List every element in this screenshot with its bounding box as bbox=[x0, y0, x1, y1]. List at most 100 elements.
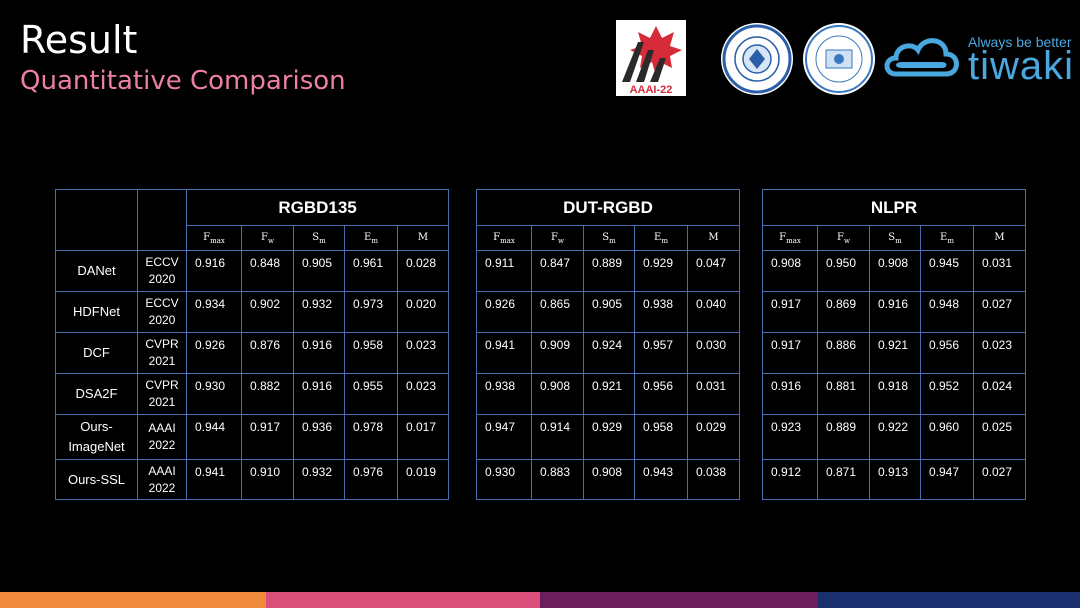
method-name-text: DCF bbox=[83, 345, 110, 360]
metric-value: 0.916 bbox=[293, 332, 345, 374]
metric-value: 0.911 bbox=[476, 250, 532, 292]
metric-subscript: m bbox=[947, 236, 954, 245]
method-name: DCF bbox=[55, 332, 138, 374]
venue: ECCV 2020 bbox=[137, 291, 187, 333]
metric-value: 0.923 bbox=[762, 414, 818, 460]
metric-symbol: E bbox=[654, 231, 662, 243]
metric-value: 0.976 bbox=[344, 459, 398, 500]
metric-value: 0.038 bbox=[686, 459, 741, 500]
metric-subscript: m bbox=[609, 236, 616, 245]
metric-value: 0.918 bbox=[869, 373, 921, 415]
metric-value: 0.947 bbox=[476, 414, 532, 460]
venue-line: AAAI bbox=[148, 421, 176, 435]
table-row: Ours- ImageNet AAAI 2022 0.944 0.917 0.936 0.97… bbox=[55, 414, 450, 460]
metric-value: 0.955 bbox=[344, 373, 398, 415]
dut-rgbd-table: DUT-RGBD Fmax Fw Sm Em M 0.911 0.847 0.889 0.929 0… bbox=[475, 189, 741, 500]
metric-symbol: F bbox=[551, 231, 558, 243]
bar-segment bbox=[540, 592, 818, 608]
metric-value: 0.960 bbox=[920, 414, 974, 460]
metric-header: Fw bbox=[241, 225, 294, 251]
metric-value: 0.027 bbox=[972, 291, 1027, 333]
metric-header: Fw bbox=[817, 225, 870, 251]
metric-value: 0.958 bbox=[634, 414, 688, 460]
venue: AAAI 2022 bbox=[137, 459, 187, 500]
venue-line: 2021 bbox=[148, 395, 176, 409]
metric-value: 0.848 bbox=[241, 250, 294, 292]
venue: ECCV 2020 bbox=[137, 250, 187, 292]
metric-value: 0.909 bbox=[531, 332, 584, 374]
metric-value: 0.938 bbox=[476, 373, 532, 415]
metric-value: 0.031 bbox=[686, 373, 741, 415]
venue-line: CVPR bbox=[145, 378, 179, 392]
table-row: DANet ECCV 2020 0.916 0.848 0.905 0.961 0.028 bbox=[55, 250, 450, 292]
method-name-text: Ours-SSL bbox=[67, 471, 126, 487]
metric-value: 0.930 bbox=[186, 373, 242, 415]
metric-symbol: M bbox=[417, 231, 429, 243]
metric-subscript: w bbox=[557, 236, 564, 245]
metric-symbol: M bbox=[708, 231, 719, 243]
cloud-icon bbox=[884, 38, 959, 77]
metric-value: 0.961 bbox=[344, 250, 398, 292]
metric-symbol: F bbox=[261, 231, 268, 243]
metric-symbol: S bbox=[312, 231, 320, 243]
venue: CVPR 2021 bbox=[137, 332, 187, 374]
metric-value: 0.916 bbox=[293, 373, 345, 415]
table-row: 0.930 0.883 0.908 0.943 0.038 bbox=[476, 459, 741, 500]
metric-value: 0.916 bbox=[762, 373, 818, 415]
metric-value: 0.916 bbox=[186, 250, 242, 292]
metric-value: 0.973 bbox=[344, 291, 398, 333]
method-name: Ours-SSL bbox=[55, 459, 138, 500]
metric-value: 0.958 bbox=[344, 332, 398, 374]
metric-subscript: max bbox=[500, 236, 515, 245]
metric-value: 0.943 bbox=[634, 459, 688, 500]
metric-value: 0.028 bbox=[396, 250, 450, 292]
table-row: 0.923 0.889 0.922 0.960 0.025 bbox=[762, 414, 1027, 460]
metric-header: M bbox=[972, 225, 1027, 251]
metric-symbol: F bbox=[779, 231, 787, 243]
metric-value: 0.027 bbox=[972, 459, 1027, 500]
aaai-logo-text: AAAI-22 bbox=[630, 84, 673, 96]
metric-subscript: m bbox=[895, 236, 902, 245]
venue-line: 2020 bbox=[148, 272, 176, 286]
metric-header: Fw bbox=[531, 225, 584, 251]
metric-symbol: F bbox=[493, 231, 501, 243]
metric-value: 0.950 bbox=[817, 250, 870, 292]
bar-segment bbox=[818, 592, 1080, 608]
metric-value: 0.913 bbox=[869, 459, 921, 500]
metric-header: Em bbox=[634, 225, 688, 251]
metric-value: 0.876 bbox=[241, 332, 294, 374]
metric-header: Sm bbox=[293, 225, 345, 251]
table-row: 0.941 0.909 0.924 0.957 0.030 bbox=[476, 332, 741, 374]
metric-value: 0.930 bbox=[476, 459, 532, 500]
metric-value: 0.910 bbox=[241, 459, 294, 500]
table-row: 0.926 0.865 0.905 0.938 0.040 bbox=[476, 291, 741, 333]
metric-value: 0.886 bbox=[817, 332, 870, 374]
venue-line: ECCV bbox=[145, 255, 179, 269]
metric-header: Em bbox=[920, 225, 974, 251]
metric-value: 0.944 bbox=[186, 414, 242, 460]
nlpr-table: NLPR Fmax Fw Sm Em M 0.908 0.950 0.908 0.945 0.031… bbox=[761, 189, 1027, 500]
metric-value: 0.947 bbox=[920, 459, 974, 500]
table-row: 0.916 0.881 0.918 0.952 0.024 bbox=[762, 373, 1027, 415]
metric-value: 0.948 bbox=[920, 291, 974, 333]
method-name-text: DSA2F bbox=[75, 386, 118, 401]
metric-value: 0.908 bbox=[583, 459, 635, 500]
metric-subscript: m bbox=[319, 236, 326, 245]
metric-value: 0.871 bbox=[817, 459, 870, 500]
metric-header: Fmax bbox=[186, 225, 242, 251]
metric-value: 0.031 bbox=[972, 250, 1027, 292]
empty-header-cell bbox=[137, 189, 187, 251]
metric-value: 0.929 bbox=[634, 250, 688, 292]
metric-value: 0.912 bbox=[762, 459, 818, 500]
metric-value: 0.926 bbox=[186, 332, 242, 374]
table-row: DCF CVPR 2021 0.926 0.876 0.916 0.958 0.023 bbox=[55, 332, 450, 374]
empty-header-cell bbox=[55, 189, 138, 251]
table-row: 0.938 0.908 0.921 0.956 0.031 bbox=[476, 373, 741, 415]
method-name: Ours- ImageNet bbox=[55, 414, 138, 460]
metric-value: 0.926 bbox=[476, 291, 532, 333]
metric-header: M bbox=[396, 225, 450, 251]
metric-value: 0.865 bbox=[531, 291, 584, 333]
metric-header: Sm bbox=[583, 225, 635, 251]
bottom-color-bar bbox=[0, 592, 1080, 608]
metric-value: 0.847 bbox=[531, 250, 584, 292]
